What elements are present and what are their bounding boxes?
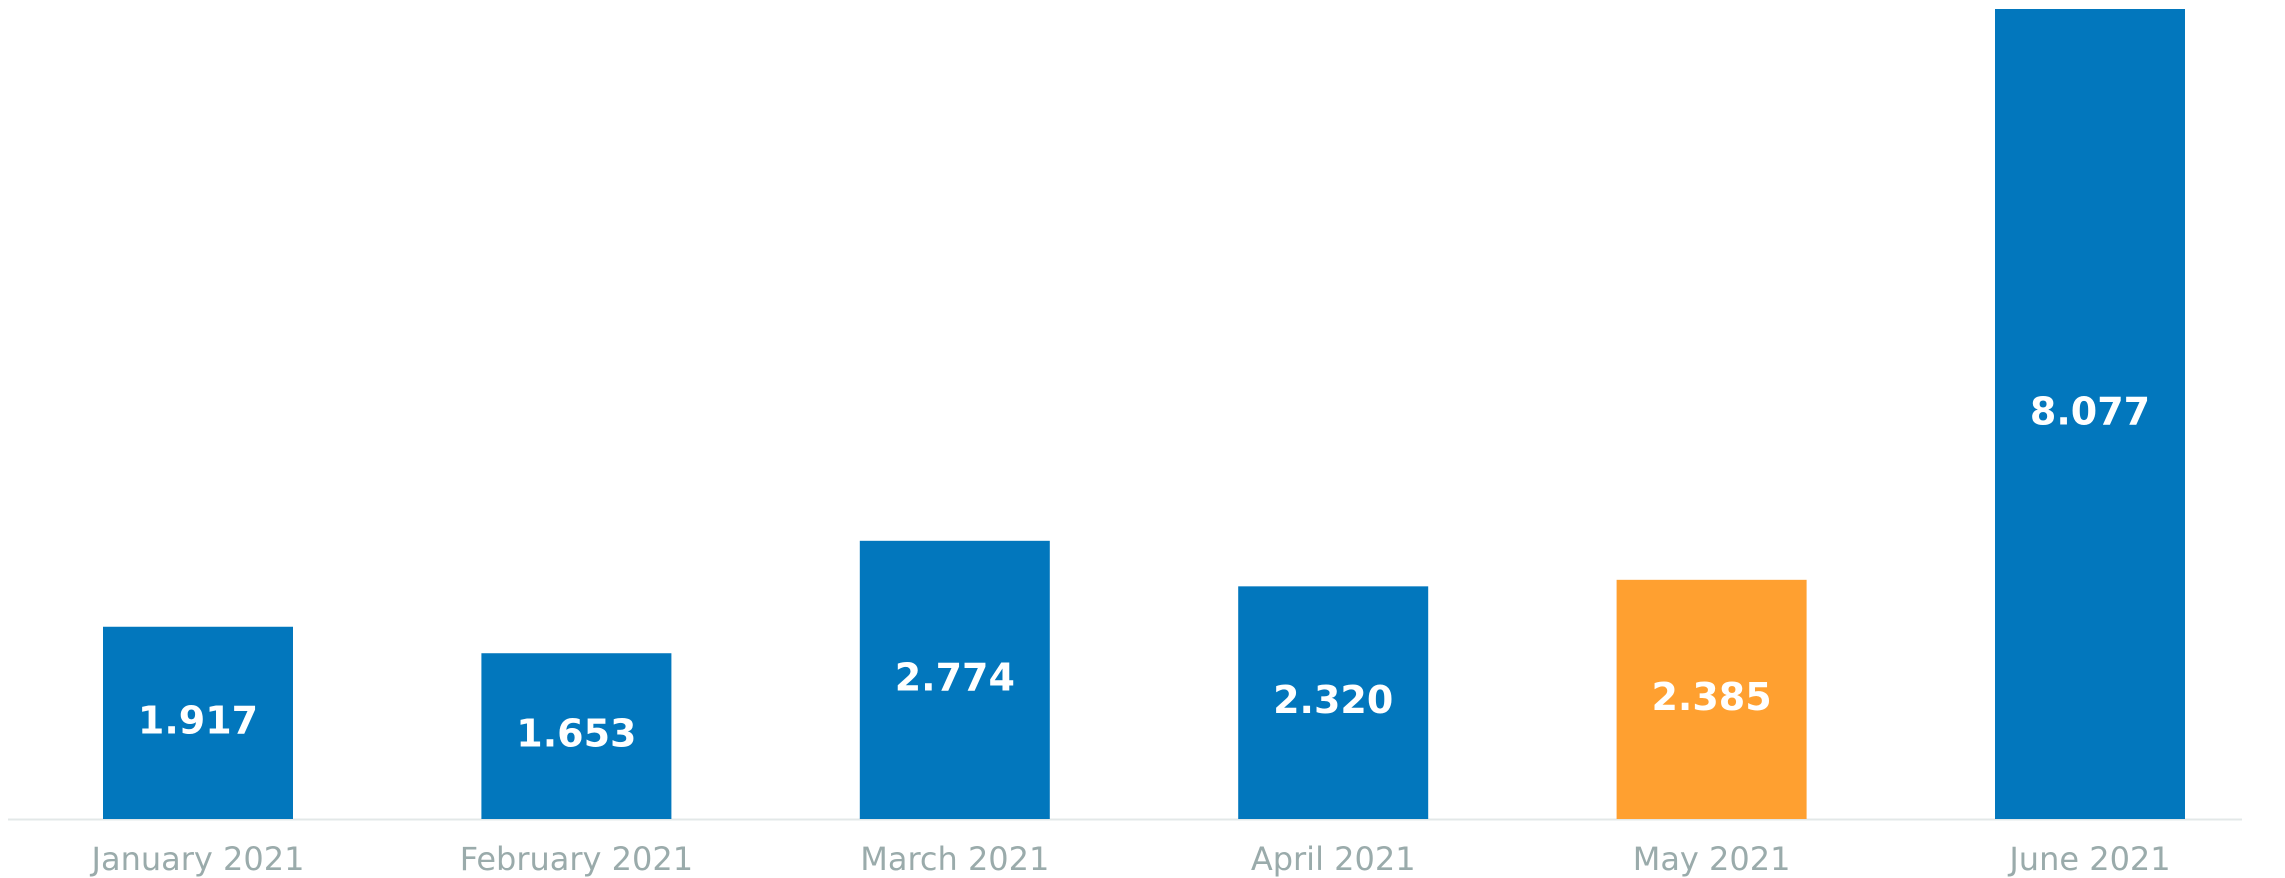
value-label: 2.385: [1651, 675, 1771, 719]
value-label: 1.917: [138, 698, 258, 742]
x-tick-label: March 2021: [860, 840, 1049, 878]
value-label: 2.320: [1273, 678, 1393, 722]
x-tick-label: January 2021: [90, 840, 305, 878]
bar: [859, 540, 1050, 819]
bar: [1616, 579, 1807, 819]
bar: [481, 653, 672, 819]
bar: [1995, 9, 2185, 819]
bar: [103, 626, 293, 819]
x-tick-label: June 2021: [2007, 840, 2170, 878]
value-label: 8.077: [2030, 390, 2150, 434]
x-tick-label: May 2021: [1633, 840, 1791, 878]
bar: [1238, 586, 1429, 819]
x-tick-label: April 2021: [1251, 840, 1416, 878]
x-tick-label: February 2021: [460, 840, 693, 878]
value-label: 1.653: [516, 712, 636, 756]
value-label: 2.774: [895, 655, 1015, 699]
